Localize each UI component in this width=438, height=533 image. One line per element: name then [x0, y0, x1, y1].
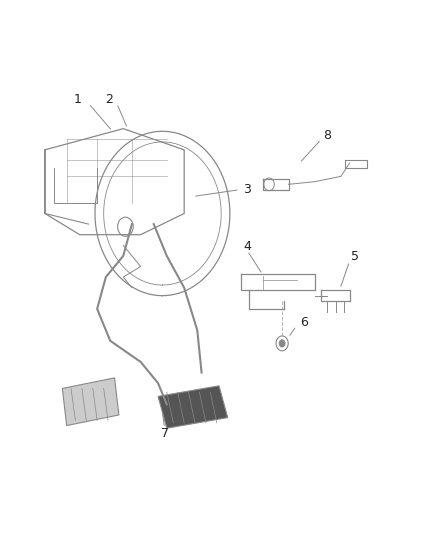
Circle shape — [117, 217, 133, 236]
Text: 1: 1 — [74, 93, 81, 106]
Text: 5: 5 — [351, 251, 359, 263]
Text: 7: 7 — [161, 427, 169, 440]
Text: 8: 8 — [323, 128, 331, 141]
Text: 4: 4 — [244, 240, 251, 253]
Text: 2: 2 — [106, 93, 113, 106]
Polygon shape — [62, 378, 119, 425]
Polygon shape — [158, 386, 228, 428]
Circle shape — [279, 340, 285, 347]
Text: 3: 3 — [244, 183, 251, 196]
Text: 6: 6 — [300, 316, 308, 329]
